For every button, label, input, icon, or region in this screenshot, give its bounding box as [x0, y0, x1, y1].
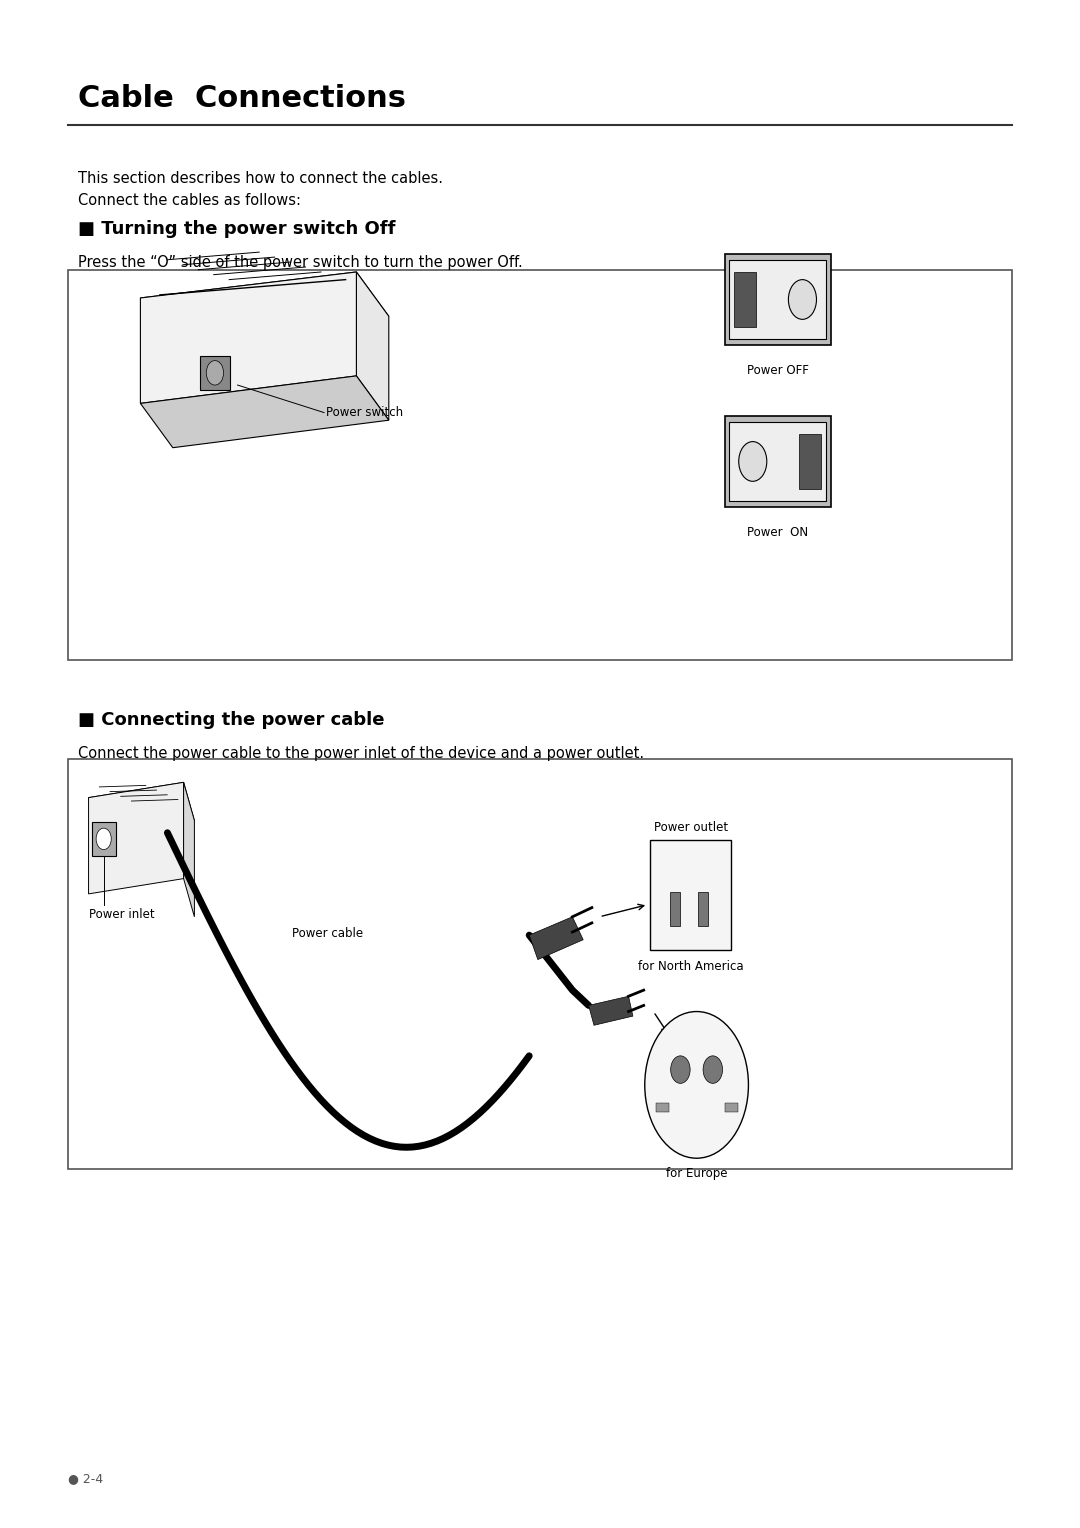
Polygon shape	[184, 782, 194, 917]
Bar	[734, 272, 756, 327]
Polygon shape	[589, 996, 633, 1025]
Text: Power OFF: Power OFF	[746, 364, 809, 377]
Text: Power  ON: Power ON	[747, 526, 808, 539]
Text: for North America: for North America	[638, 960, 744, 973]
Bar	[200, 356, 230, 390]
Circle shape	[96, 828, 111, 850]
Text: Power cable: Power cable	[292, 926, 363, 940]
Text: Connect the power cable to the power inlet of the device and a power outlet.: Connect the power cable to the power inl…	[78, 746, 644, 761]
Circle shape	[788, 280, 816, 319]
Text: Cable  Connections: Cable Connections	[78, 84, 406, 113]
Bar	[650, 840, 731, 950]
Polygon shape	[140, 272, 389, 344]
Bar	[670, 892, 680, 926]
Circle shape	[206, 361, 224, 385]
Text: This section describes how to connect the cables.
Connect the cables as follows:: This section describes how to connect th…	[78, 171, 443, 208]
Polygon shape	[529, 917, 583, 960]
Bar	[729, 422, 826, 501]
Polygon shape	[89, 782, 184, 894]
Text: Power inlet: Power inlet	[89, 908, 154, 921]
Text: ● 2-4: ● 2-4	[68, 1471, 104, 1485]
Text: Power outlet: Power outlet	[654, 821, 728, 834]
Bar	[92, 822, 116, 856]
Circle shape	[671, 1056, 690, 1083]
Bar	[698, 892, 708, 926]
Bar	[729, 260, 826, 339]
Text: Press the “O” side of the power switch to turn the power Off.: Press the “O” side of the power switch t…	[78, 255, 523, 270]
Bar	[656, 1103, 669, 1112]
Circle shape	[703, 1056, 723, 1083]
Bar	[68, 759, 1012, 1169]
Bar	[799, 434, 821, 489]
Polygon shape	[140, 272, 356, 403]
Polygon shape	[140, 376, 389, 448]
Bar	[68, 270, 1012, 660]
Text: for Europe: for Europe	[666, 1167, 727, 1181]
Text: ■ Turning the power switch Off: ■ Turning the power switch Off	[78, 220, 395, 238]
Bar	[725, 416, 831, 507]
Bar	[725, 254, 831, 345]
Text: ■ Connecting the power cable: ■ Connecting the power cable	[78, 711, 384, 729]
Bar	[725, 1103, 738, 1112]
Circle shape	[739, 442, 767, 481]
Text: Power switch: Power switch	[326, 406, 403, 419]
Polygon shape	[356, 272, 389, 420]
Polygon shape	[89, 782, 194, 836]
Circle shape	[645, 1012, 748, 1158]
